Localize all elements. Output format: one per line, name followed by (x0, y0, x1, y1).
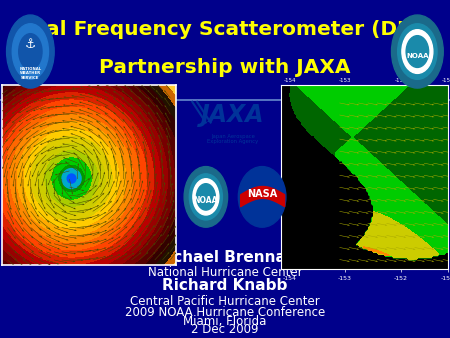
Text: National Hurricane Center: National Hurricane Center (148, 266, 302, 279)
Text: ⚓: ⚓ (25, 38, 36, 51)
Circle shape (238, 167, 286, 227)
Text: 2 Dec 2009: 2 Dec 2009 (191, 323, 259, 336)
Text: Richard Knabb: Richard Knabb (162, 279, 288, 293)
Circle shape (7, 15, 54, 88)
FancyBboxPatch shape (0, 0, 450, 100)
Circle shape (398, 24, 437, 79)
Text: Miami, Florida: Miami, Florida (183, 315, 267, 328)
Text: -153: -153 (338, 78, 351, 83)
Text: Central Pacific Hurricane Center: Central Pacific Hurricane Center (130, 295, 320, 308)
Circle shape (196, 184, 215, 210)
Circle shape (67, 174, 76, 183)
Circle shape (406, 36, 428, 68)
Circle shape (19, 34, 42, 69)
Text: NOAA: NOAA (406, 52, 428, 58)
Circle shape (392, 15, 443, 88)
Text: Partnership with JAXA: Partnership with JAXA (99, 58, 351, 77)
Text: JAXA: JAXA (201, 103, 265, 127)
Circle shape (402, 30, 433, 73)
Text: -154: -154 (284, 78, 296, 83)
Text: -151: -151 (441, 78, 450, 83)
Circle shape (184, 167, 228, 227)
Circle shape (189, 174, 222, 220)
Text: Michael Brennan: Michael Brennan (153, 250, 297, 265)
Text: NOAA: NOAA (194, 196, 218, 205)
Text: 2009 NOAA Hurricane Conference: 2009 NOAA Hurricane Conference (125, 306, 325, 319)
Circle shape (62, 169, 81, 189)
Text: NASA: NASA (247, 189, 277, 199)
Text: Japan Aerospace
Exploration Agency: Japan Aerospace Exploration Agency (207, 134, 258, 144)
Text: Dual Frequency Scatterometer (DFS): Dual Frequency Scatterometer (DFS) (15, 20, 435, 40)
Circle shape (193, 179, 219, 215)
Text: -152: -152 (395, 78, 407, 83)
Circle shape (12, 24, 49, 79)
Text: NATIONAL
WEATHER
SERVICE: NATIONAL WEATHER SERVICE (19, 67, 41, 80)
